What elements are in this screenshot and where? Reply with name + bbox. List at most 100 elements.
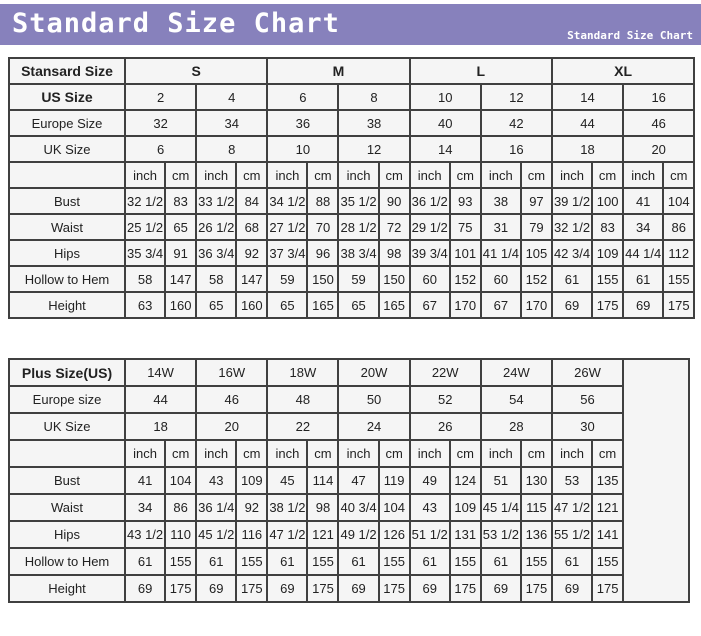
value-cm-cell: 97 bbox=[519, 187, 553, 215]
value-inch-cell: 69 bbox=[123, 574, 167, 603]
value-inch-cell: 61 bbox=[622, 265, 665, 293]
value-inch-cell: 60 bbox=[408, 265, 451, 293]
value-cm-cell: 155 bbox=[591, 547, 625, 576]
value-cell: 48 bbox=[266, 385, 340, 414]
value-cell: 16 bbox=[622, 83, 696, 111]
value-cell: 52 bbox=[408, 385, 482, 414]
value-cell: 12 bbox=[479, 83, 553, 111]
value-cm-cell: 72 bbox=[377, 213, 411, 241]
value-inch-cell: 43 bbox=[408, 493, 451, 522]
value-cell: 50 bbox=[337, 385, 411, 414]
value-inch-cell: 40 3/4 bbox=[337, 493, 380, 522]
unit-inch-cell: inch bbox=[408, 161, 451, 189]
value-inch-cell: 41 bbox=[622, 187, 665, 215]
row-label-cell: Europe Size bbox=[8, 109, 126, 137]
value-inch-cell: 69 bbox=[622, 291, 665, 319]
value-inch-cell: 58 bbox=[123, 265, 167, 293]
size-row: US Size 2 4 6 8 10 12 14 16 bbox=[8, 83, 696, 111]
value-inch-cell: 67 bbox=[408, 291, 451, 319]
value-inch-cell: 27 1/2 bbox=[266, 213, 309, 241]
value-cm-cell: 70 bbox=[306, 213, 340, 241]
value-inch-cell: 61 bbox=[479, 547, 522, 576]
value-inch-cell: 65 bbox=[337, 291, 380, 319]
value-inch-cell: 36 1/2 bbox=[408, 187, 451, 215]
value-cm-cell: 121 bbox=[591, 493, 625, 522]
value-cell: 54 bbox=[479, 385, 553, 414]
value-cm-cell: 115 bbox=[519, 493, 553, 522]
value-cm-cell: 98 bbox=[306, 493, 340, 522]
value-inch-cell: 51 bbox=[479, 466, 522, 495]
value-cm-cell: 175 bbox=[591, 291, 625, 319]
header-row: Stansard Size S M L XL bbox=[8, 57, 696, 85]
row-label-cell: UK Size bbox=[8, 135, 126, 163]
value-cm-cell: 91 bbox=[164, 239, 198, 267]
value-cm-cell: 121 bbox=[306, 520, 340, 549]
size-group-cell: S bbox=[123, 57, 269, 85]
unit-cm-cell: cm bbox=[519, 439, 553, 468]
value-cm-cell: 92 bbox=[235, 493, 269, 522]
value-inch-cell: 61 bbox=[195, 547, 238, 576]
unit-cm-cell: cm bbox=[448, 439, 482, 468]
unit-row: inch cm inch cm inch cm inch cm inch cm inch cm inch… bbox=[8, 439, 689, 468]
measurement-row: Hollow to Hem 61 155 61 155 61 155 61 155 61 155 61… bbox=[8, 547, 689, 576]
value-inch-cell: 61 bbox=[550, 265, 594, 293]
value-inch-cell: 61 bbox=[408, 547, 451, 576]
unit-cm-cell: cm bbox=[306, 161, 340, 189]
size-row: UK Size 18 20 22 24 26 28 30 bbox=[8, 412, 689, 441]
unit-cm-cell: cm bbox=[164, 161, 198, 189]
unit-inch-cell: inch bbox=[266, 161, 309, 189]
value-cm-cell: 152 bbox=[519, 265, 553, 293]
size-group-cell: 26W bbox=[550, 358, 625, 387]
value-cell: 10 bbox=[266, 135, 340, 163]
value-inch-cell: 34 bbox=[622, 213, 665, 241]
value-cell: 56 bbox=[550, 385, 625, 414]
size-group-cell: L bbox=[408, 57, 553, 85]
value-cm-cell: 83 bbox=[164, 187, 198, 215]
value-cell: 6 bbox=[266, 83, 340, 111]
value-cm-cell: 150 bbox=[377, 265, 411, 293]
value-inch-cell: 49 1/2 bbox=[337, 520, 380, 549]
value-cm-cell: 155 bbox=[448, 547, 482, 576]
value-cm-cell: 175 bbox=[662, 291, 696, 319]
value-inch-cell: 37 3/4 bbox=[266, 239, 309, 267]
value-cm-cell: 165 bbox=[377, 291, 411, 319]
value-cell: 36 bbox=[266, 109, 340, 137]
measurement-row: Waist 25 1/2 65 26 1/2 68 27 1/2 70 28 1/2 72 29 … bbox=[8, 213, 696, 241]
size-group-cell: 20W bbox=[337, 358, 411, 387]
value-inch-cell: 34 bbox=[123, 493, 167, 522]
value-inch-cell: 38 bbox=[479, 187, 522, 215]
value-cm-cell: 175 bbox=[377, 574, 411, 603]
value-cm-cell: 112 bbox=[662, 239, 696, 267]
row-label-cell: Hips bbox=[8, 520, 126, 549]
value-inch-cell: 61 bbox=[123, 547, 167, 576]
value-cm-cell: 101 bbox=[448, 239, 482, 267]
value-inch-cell: 43 bbox=[195, 466, 238, 495]
value-cm-cell: 175 bbox=[235, 574, 269, 603]
value-cm-cell: 88 bbox=[306, 187, 340, 215]
value-inch-cell: 36 1/4 bbox=[195, 493, 238, 522]
row-label-cell: UK Size bbox=[8, 412, 126, 441]
value-inch-cell: 25 1/2 bbox=[123, 213, 167, 241]
value-inch-cell: 44 1/4 bbox=[622, 239, 665, 267]
value-inch-cell: 39 1/2 bbox=[550, 187, 594, 215]
value-cm-cell: 100 bbox=[591, 187, 625, 215]
unit-cm-cell: cm bbox=[377, 439, 411, 468]
value-cm-cell: 90 bbox=[377, 187, 411, 215]
value-cell: 38 bbox=[337, 109, 411, 137]
value-cm-cell: 155 bbox=[235, 547, 269, 576]
value-cell: 8 bbox=[195, 135, 269, 163]
corner-cell: Plus Size(US) bbox=[8, 358, 126, 387]
size-group-cell: 18W bbox=[266, 358, 340, 387]
size-row: Europe Size 32 34 36 38 40 42 44 46 bbox=[8, 109, 696, 137]
value-inch-cell: 32 1/2 bbox=[123, 187, 167, 215]
value-cm-cell: 170 bbox=[448, 291, 482, 319]
value-inch-cell: 35 3/4 bbox=[123, 239, 167, 267]
value-cm-cell: 104 bbox=[164, 466, 198, 495]
value-inch-cell: 32 1/2 bbox=[550, 213, 594, 241]
value-cell: 16 bbox=[479, 135, 553, 163]
value-cm-cell: 170 bbox=[519, 291, 553, 319]
unit-inch-cell: inch bbox=[123, 161, 167, 189]
value-inch-cell: 60 bbox=[479, 265, 522, 293]
value-cell: 46 bbox=[195, 385, 269, 414]
